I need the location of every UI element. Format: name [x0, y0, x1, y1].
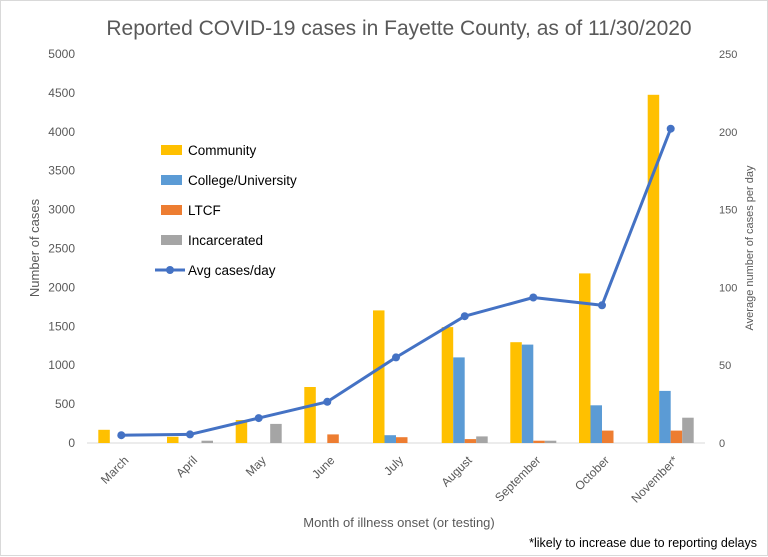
bar-college-university — [453, 357, 465, 443]
x-tick-label: June — [309, 453, 338, 482]
line-point — [460, 312, 469, 321]
y-tick-label: 3000 — [48, 203, 75, 217]
line-point — [117, 431, 126, 440]
y-tick-label: 4500 — [48, 86, 75, 100]
legend-marker — [166, 266, 174, 274]
y2-tick-label: 50 — [719, 360, 731, 372]
bar-college-university — [521, 344, 534, 443]
bar-community — [373, 310, 385, 443]
y2-tick-label: 0 — [719, 438, 725, 450]
bar-community — [235, 420, 248, 443]
chart-title: Reported COVID-19 cases in Fayette Count… — [106, 17, 691, 40]
legend-swatch — [161, 145, 182, 155]
bar-community — [647, 94, 660, 444]
y-tick-label: 2000 — [48, 280, 75, 294]
x-tick-label: November* — [628, 453, 681, 506]
legend: Community College/University LTCF Incarcera… — [155, 143, 297, 278]
bar-community — [510, 342, 522, 443]
y-tick-label: 4000 — [48, 125, 75, 139]
bar-college-university — [590, 405, 602, 443]
bar-college-university — [384, 435, 396, 443]
legend-label: Community — [188, 143, 257, 158]
legend-label: Avg cases/day — [188, 263, 276, 278]
x-tick-label: March — [98, 453, 131, 486]
bar-ltcf — [670, 430, 683, 443]
y-tick-label: 0 — [68, 436, 75, 450]
bar-community — [441, 327, 454, 443]
bar-incarcerated — [201, 440, 213, 443]
bar-community — [579, 273, 591, 443]
legend-swatch — [161, 205, 182, 215]
line-point — [666, 124, 675, 133]
legend-swatch — [161, 175, 182, 185]
y2-axis-label: Average number of cases per day — [744, 165, 756, 330]
line-point — [392, 353, 400, 362]
bar-incarcerated — [682, 417, 694, 443]
x-tick-label: July — [381, 453, 406, 478]
bar-community — [167, 436, 179, 443]
bar-ltcf — [396, 437, 408, 443]
legend-label: LTCF — [188, 203, 221, 218]
x-tick-label: August — [438, 453, 475, 490]
y-tick-label: 500 — [55, 397, 75, 411]
line-point — [323, 397, 332, 406]
bar-incarcerated — [544, 440, 557, 443]
bar-ltcf — [602, 430, 614, 443]
line-point — [529, 293, 538, 302]
y-tick-label: 1000 — [48, 358, 75, 372]
y-tick-label: 1500 — [48, 319, 75, 333]
plot-area: 0500100015002000250030003500400045005000… — [48, 47, 737, 506]
x-tick-label: September — [492, 453, 543, 504]
legend-label: Incarcerated — [188, 233, 263, 248]
y2-tick-label: 200 — [719, 127, 737, 139]
line-point — [186, 430, 194, 439]
y-tick-label: 3500 — [48, 164, 75, 178]
legend-swatch — [161, 235, 182, 245]
line-point — [598, 301, 606, 310]
bar-ltcf — [464, 439, 477, 443]
bar-incarcerated — [476, 436, 488, 443]
y-axis-label: Number of cases — [27, 198, 42, 297]
y2-tick-label: 100 — [719, 282, 737, 294]
y2-tick-label: 150 — [719, 205, 737, 217]
x-axis-label: Month of illness onset (or testing) — [303, 515, 494, 530]
y-tick-label: 2500 — [48, 242, 75, 256]
y2-tick-label: 250 — [719, 49, 737, 61]
bar-community — [98, 429, 110, 443]
y-tick-label: 5000 — [48, 47, 75, 61]
bar-incarcerated — [270, 423, 282, 443]
x-tick-label: May — [243, 453, 269, 479]
legend-label: College/University — [188, 173, 297, 188]
bar-ltcf — [327, 434, 339, 443]
x-tick-label: April — [173, 453, 200, 480]
bar-community — [304, 387, 316, 443]
x-tick-label: October — [572, 453, 612, 493]
line-point — [254, 414, 263, 423]
bar-college-university — [659, 390, 671, 443]
footnote: *likely to increase due to reporting del… — [529, 536, 757, 550]
bar-ltcf — [533, 440, 545, 443]
